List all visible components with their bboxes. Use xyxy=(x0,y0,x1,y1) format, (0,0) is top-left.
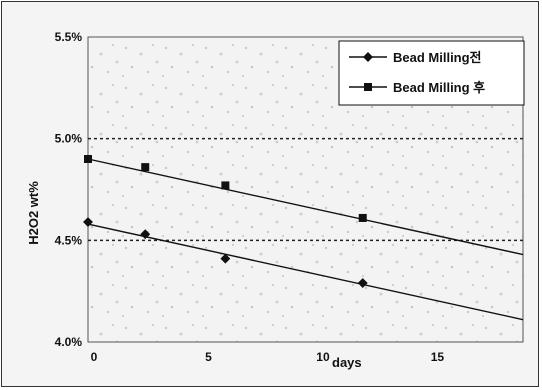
legend-label-after: Bead Milling 후 xyxy=(393,80,485,95)
x-tick-label: 0 xyxy=(91,350,98,364)
x-tick-label: 5 xyxy=(205,350,212,364)
y-tick-label: 4.0% xyxy=(55,335,83,349)
data-point-diamond xyxy=(83,217,93,227)
x-axis-label: days xyxy=(332,355,362,370)
x-tick-label: 10 xyxy=(316,350,330,364)
data-point-square xyxy=(221,181,230,190)
data-point-diamond xyxy=(357,278,368,288)
x-axis-ticks: 0 5 10 15 xyxy=(91,350,445,364)
data-point-square xyxy=(141,163,150,172)
y-axis-ticks: 4.0% 4.5% 5.0% 5.5% xyxy=(55,30,83,349)
data-point-diamond xyxy=(220,253,231,264)
data-markers xyxy=(83,155,368,288)
legend: Bead Milling전 Bead Milling 후 xyxy=(338,40,525,106)
y-tick-label: 5.5% xyxy=(55,30,83,44)
legend-label-before: Bead Milling전 xyxy=(393,50,482,65)
data-point-diamond xyxy=(140,229,151,240)
trend-lines xyxy=(87,158,524,321)
legend-marker-after xyxy=(364,83,372,91)
legend-box xyxy=(338,40,525,106)
y-tick-label: 4.5% xyxy=(55,233,83,247)
trend-line-series-0 xyxy=(87,223,524,321)
x-tick-label: 15 xyxy=(431,350,445,364)
y-axis-label: H2O2 wt% xyxy=(26,181,41,245)
data-point-square xyxy=(84,155,92,163)
y-tick-label: 5.0% xyxy=(55,132,83,146)
trend-line-series-1 xyxy=(87,158,524,256)
data-point-square xyxy=(358,213,367,222)
